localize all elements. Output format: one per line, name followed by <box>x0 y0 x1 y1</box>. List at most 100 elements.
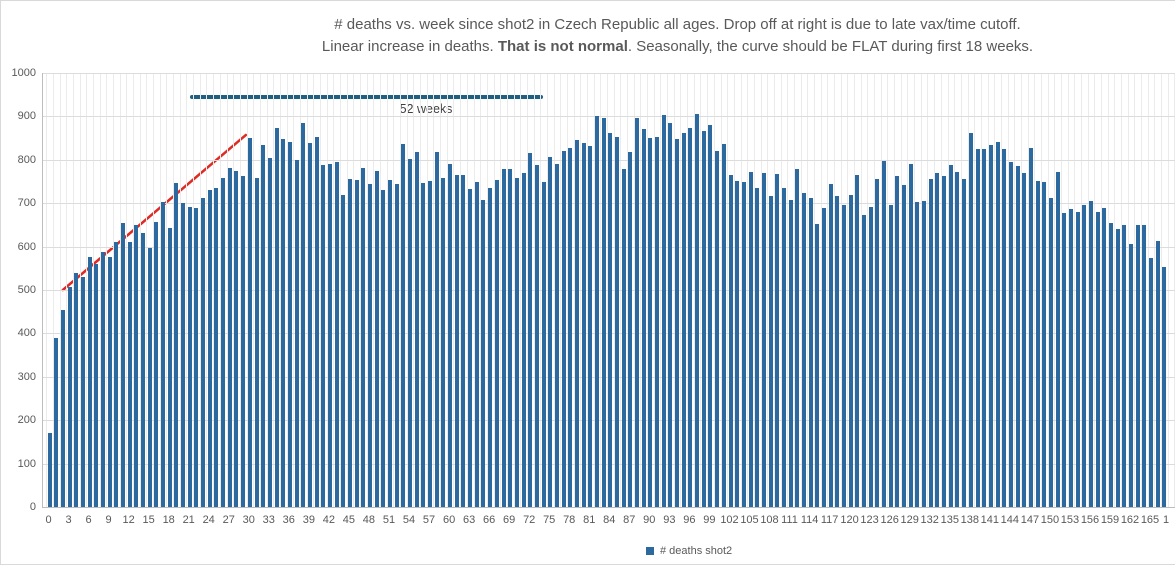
bar <box>1015 165 1020 507</box>
bar <box>788 199 793 507</box>
bar <box>501 169 506 507</box>
x-axis-tick-label: 75 <box>543 514 556 526</box>
x-axis-tick-label: 0 <box>45 514 52 526</box>
bar <box>1082 204 1087 507</box>
bar <box>675 139 679 507</box>
bar <box>267 158 272 507</box>
bar <box>988 145 993 507</box>
x-axis-tick-label: 159 <box>1100 514 1120 526</box>
bar <box>608 133 613 507</box>
span-label: 52 weeks <box>400 102 453 117</box>
bar <box>474 181 479 507</box>
x-axis-tick-label: 33 <box>262 514 275 526</box>
bar <box>54 337 59 507</box>
bar <box>261 145 266 507</box>
bar <box>454 175 459 507</box>
x-axis-tick-label: 6 <box>85 514 92 526</box>
bar <box>114 242 119 507</box>
bar <box>341 194 346 507</box>
bar <box>1135 224 1140 507</box>
bar <box>922 201 927 507</box>
x-axis-tick-label: 66 <box>482 514 496 526</box>
bar <box>67 287 72 507</box>
bar <box>1062 213 1067 507</box>
x-axis-tick-label: 18 <box>162 514 175 526</box>
bar <box>615 136 619 507</box>
bar <box>1115 229 1120 507</box>
bar <box>701 131 706 507</box>
bar <box>668 123 673 507</box>
legend: # deaths shot2 <box>646 545 732 557</box>
bar <box>688 127 693 507</box>
bar <box>641 128 646 507</box>
x-axis-tick-label: 126 <box>880 514 899 526</box>
bar <box>1129 244 1133 507</box>
bar <box>127 242 132 507</box>
bar <box>715 151 720 507</box>
x-axis-tick-label: 3 <box>65 514 72 526</box>
bar <box>908 164 913 507</box>
bar <box>481 200 486 507</box>
bar <box>962 179 967 507</box>
bar <box>1035 181 1040 507</box>
x-axis-tick-label: 42 <box>322 514 336 526</box>
bar <box>1095 211 1100 507</box>
bar <box>1055 171 1060 507</box>
bar <box>227 168 232 507</box>
bar <box>808 197 813 507</box>
y-axis-tick-label: 300 <box>17 370 36 383</box>
bar <box>214 188 219 507</box>
bar <box>307 143 312 507</box>
bar <box>107 257 112 507</box>
bar <box>828 184 833 507</box>
bar <box>247 137 252 507</box>
bar <box>1048 197 1053 507</box>
bar <box>588 145 593 507</box>
bar <box>942 175 947 507</box>
x-axis-tick-label: 54 <box>402 514 416 526</box>
bar <box>1102 207 1107 507</box>
x-axis-tick-label: 90 <box>643 514 656 526</box>
x-axis-tick-label: 147 <box>1020 514 1040 526</box>
bar <box>628 152 633 507</box>
bar <box>294 159 299 507</box>
bar <box>815 223 820 507</box>
x-axis-tick-label: 60 <box>442 514 456 526</box>
bar <box>408 159 412 507</box>
bar <box>681 132 686 507</box>
bar <box>821 208 826 507</box>
bar <box>161 202 165 507</box>
bar <box>561 151 566 507</box>
y-axis-tick-label: 100 <box>17 457 36 470</box>
x-axis-tick-label: 15 <box>142 514 155 526</box>
bar <box>441 177 446 507</box>
bar <box>848 194 853 507</box>
bar <box>414 152 419 507</box>
x-axis-tick-label: 123 <box>860 514 879 526</box>
bar <box>968 132 973 507</box>
bar <box>728 175 733 507</box>
bar <box>361 167 366 507</box>
x-axis-tick-label: 141 <box>980 514 999 526</box>
bar <box>1142 224 1147 507</box>
x-axis-tick-label: 12 <box>122 514 135 526</box>
x-axis-tick-label: 87 <box>623 514 636 526</box>
bar <box>708 125 713 507</box>
span-line-52-weeks <box>189 95 544 100</box>
x-axis-tick-label: 63 <box>462 514 476 526</box>
x-axis-tick-label: 48 <box>362 514 376 526</box>
bar <box>574 139 579 507</box>
bar <box>888 204 893 507</box>
x-axis-tick-label: 51 <box>382 514 396 526</box>
bar <box>775 174 780 507</box>
bar <box>181 203 185 507</box>
bar <box>374 171 379 507</box>
bar <box>254 177 259 507</box>
x-axis-tick-label: 132 <box>920 514 939 526</box>
bar <box>955 172 960 507</box>
x-axis-tick-label: 102 <box>720 514 739 526</box>
bar <box>748 171 753 507</box>
bar <box>301 123 306 507</box>
bar <box>314 136 319 507</box>
bar <box>448 164 453 507</box>
